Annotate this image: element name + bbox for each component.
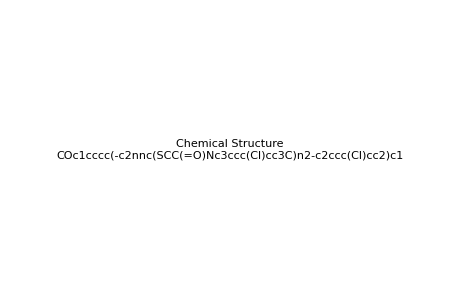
Text: Chemical Structure
COc1cccc(-c2nnc(SCC(=O)Nc3ccc(Cl)cc3C)n2-c2ccc(Cl)cc2)c1: Chemical Structure COc1cccc(-c2nnc(SCC(=… <box>56 139 403 161</box>
